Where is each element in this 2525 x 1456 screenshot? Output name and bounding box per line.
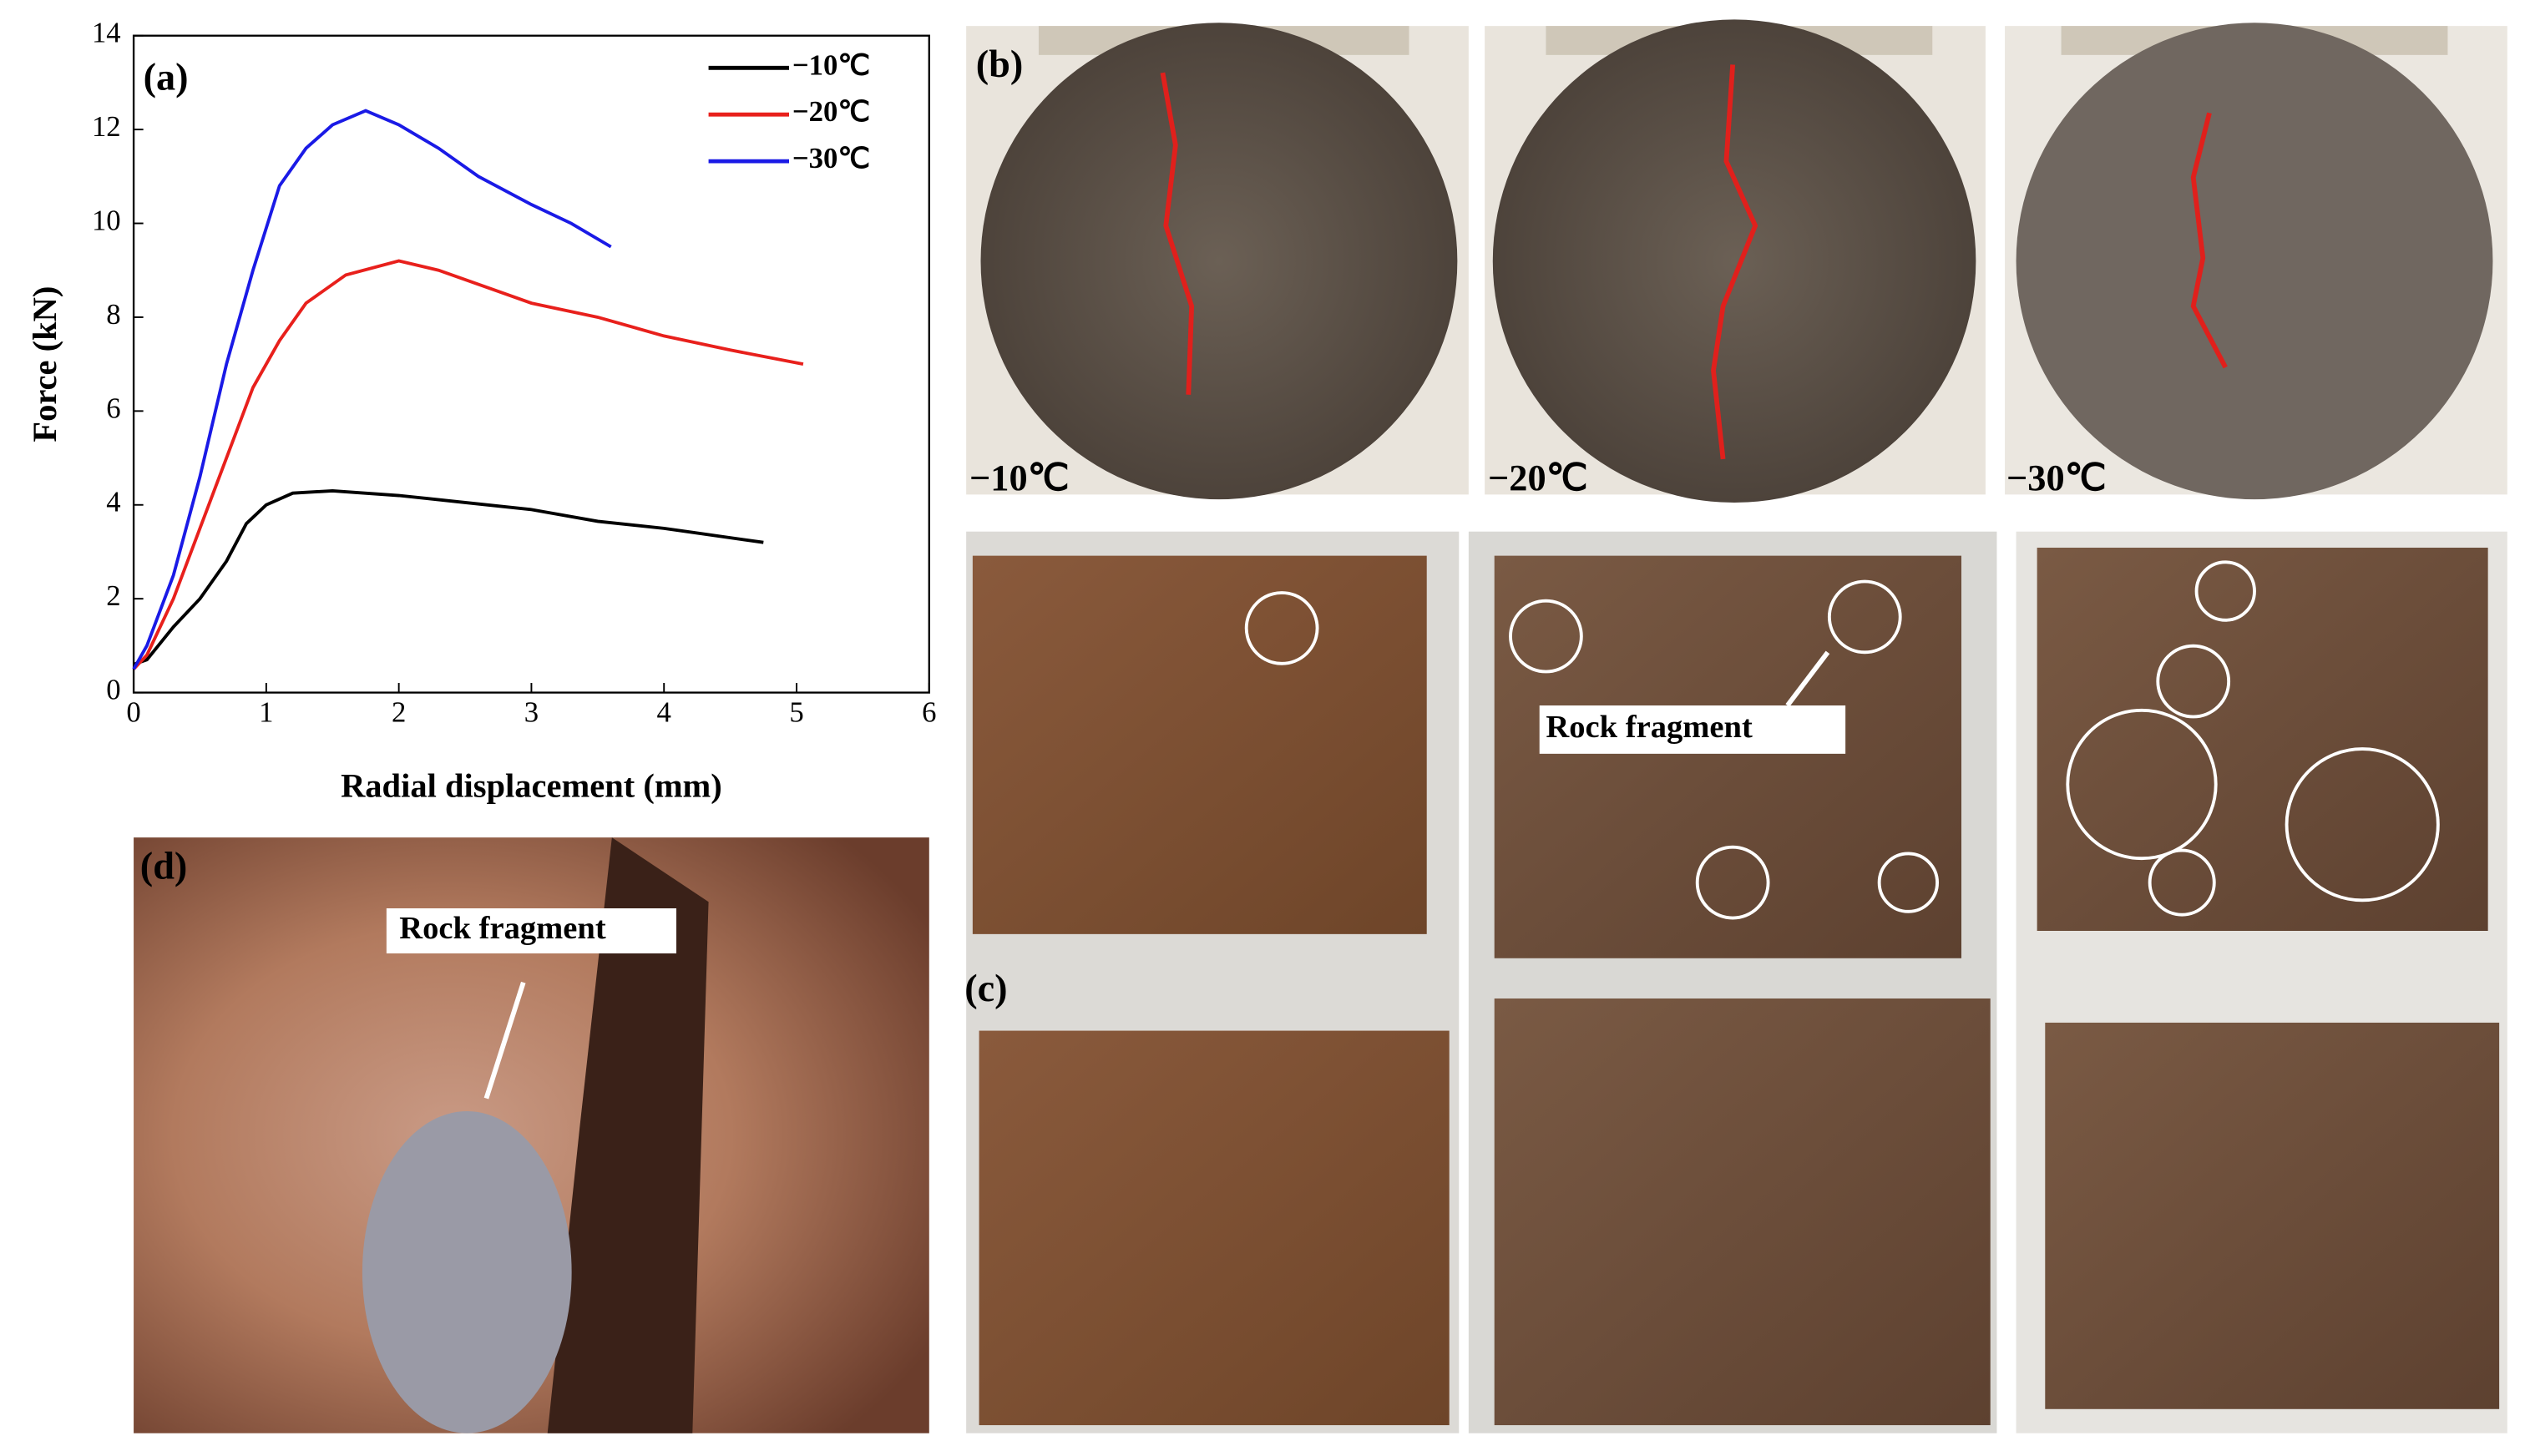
x-tick-label: 1: [259, 696, 273, 729]
x-tick-label: 2: [392, 696, 406, 729]
x-tick-label: 5: [789, 696, 803, 729]
y-tick-label: 12: [92, 110, 121, 143]
data-line: [132, 259, 804, 670]
x-tick-label: 0: [126, 696, 140, 729]
panel-label: (d): [140, 845, 188, 887]
panel-label: (c): [964, 968, 1007, 1010]
data-line: [133, 488, 764, 666]
y-tick-label: 4: [106, 486, 120, 518]
legend-label: −30℃: [792, 142, 870, 174]
caption: −10℃: [969, 457, 1069, 498]
panel-label: (b): [976, 43, 1024, 86]
legend-label: −10℃: [792, 48, 870, 81]
photo-c: [966, 531, 2507, 1433]
x-tick-label: 3: [524, 696, 539, 729]
panel-label: (a): [144, 56, 189, 99]
annotation: Rock fragment: [1546, 710, 1753, 745]
photo-d: [134, 837, 929, 1433]
x-tick-label: 4: [657, 696, 671, 729]
y-tick-label: 6: [106, 392, 120, 424]
caption: −20℃: [1488, 457, 1587, 498]
x-axis-title: Radial displacement (mm): [341, 767, 722, 805]
plot-frame: [132, 34, 930, 694]
y-tick-label: 14: [92, 17, 121, 49]
caption: −30℃: [2006, 457, 2106, 498]
y-axis-title: Force (kN): [26, 286, 63, 442]
y-tick-label: 0: [106, 674, 120, 706]
y-tick-label: 10: [92, 204, 121, 236]
data-line: [132, 109, 612, 670]
x-tick-label: 6: [922, 696, 936, 729]
legend-label: −20℃: [792, 95, 870, 128]
photo-b: [966, 19, 2507, 503]
y-tick-label: 2: [106, 579, 120, 612]
y-tick-label: 8: [106, 298, 120, 331]
annotation: Rock fragment: [399, 911, 606, 946]
